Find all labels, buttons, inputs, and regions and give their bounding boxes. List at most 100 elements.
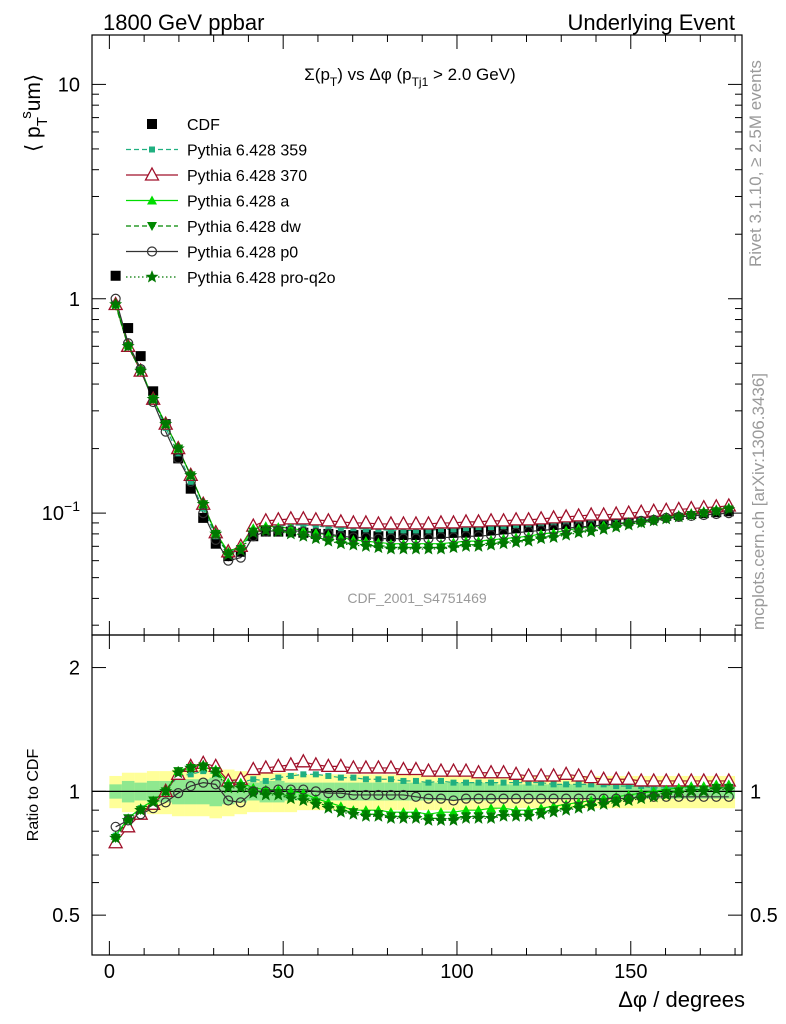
ratio-point-370: [395, 761, 412, 776]
point-359: [300, 522, 307, 529]
cdf-point: [410, 530, 421, 541]
ratio-point-pro-q2o: [622, 793, 636, 807]
point-370: [358, 514, 374, 529]
point-370: [520, 511, 537, 526]
point-pro-q2o: [684, 508, 698, 521]
point-370: [621, 504, 637, 519]
ratio-point-pro-q2o: [559, 803, 573, 816]
watermark: CDF_2001_S4751469: [347, 590, 487, 606]
legend-label: Pythia 6.428 p0: [187, 245, 298, 262]
point-370: [370, 515, 387, 530]
ratio-point-359: [550, 781, 557, 788]
ratio-point-pro-q2o: [434, 813, 448, 826]
ratio-point-359: [312, 771, 319, 778]
ratio-axes: 0.5 1 2 0.5 1 0 50 100 150: [52, 635, 778, 983]
ratio-point-370: [258, 759, 274, 774]
point-pro-q2o: [234, 543, 248, 556]
point-pro-q2o: [647, 514, 661, 527]
ratio-point-359: [513, 779, 520, 786]
ratio-point-370: [508, 765, 524, 780]
ratio-point-370: [445, 762, 462, 777]
ratio-point-pro-q2o: [159, 784, 173, 797]
ratio-point-pro-q2o: [472, 811, 486, 824]
ratio-point-pro-q2o: [647, 789, 661, 803]
legend-marker: [144, 166, 160, 181]
ratio-point-370: [470, 764, 487, 779]
point-pro-q2o: [271, 524, 285, 538]
ratio-point-pro-q2o: [722, 782, 736, 796]
cdf-point: [435, 528, 446, 539]
ratio-point-pro-q2o: [522, 809, 536, 822]
mcplots-label: mcplots.cern.ch [arXiv:1306.3436]: [749, 373, 768, 630]
point-370: [458, 513, 474, 528]
header-left: 1800 GeV ppbar: [103, 10, 264, 35]
point-pro-q2o: [121, 339, 135, 352]
ratio-point-370: [308, 756, 324, 771]
point-pro-q2o: [209, 527, 223, 540]
cdf-point: [123, 323, 134, 334]
ratio-point-p0: [198, 777, 209, 788]
point-pro-q2o: [547, 530, 561, 543]
legend-label: Pythia 6.428 dw: [187, 219, 301, 236]
legend-label: Pythia 6.428 pro-q2o: [187, 270, 336, 287]
series-line-pro-q2o: [115, 304, 729, 556]
ratio-point-pro-q2o: [547, 805, 561, 818]
point-370: [533, 510, 549, 525]
ratio-point-pro-q2o: [121, 813, 135, 826]
legend-label: Pythia 6.428 359: [187, 143, 307, 160]
ratio-y-tick-label-right: 1: [750, 781, 761, 803]
ratio-point-pro-q2o: [146, 795, 160, 808]
ratio-point-370: [333, 758, 349, 773]
legend-item: Pythia 6.428 a: [126, 194, 289, 211]
point-pro-q2o: [434, 542, 448, 555]
point-pro-q2o: [134, 364, 148, 377]
point-pro-q2o: [109, 297, 123, 311]
ratio-point-359: [350, 774, 357, 781]
ratio-point-pro-q2o: [697, 784, 711, 797]
ratio-point-a: [486, 803, 497, 813]
point-359: [488, 524, 495, 531]
ratio-point-pro-q2o: [309, 797, 323, 810]
point-370: [596, 506, 612, 521]
ratio-point-pro-q2o: [271, 788, 285, 801]
legend-item: Pythia 6.428 pro-q2o: [126, 270, 336, 287]
ratio-point-p0: [510, 793, 522, 804]
ratio-point-p0: [173, 788, 184, 799]
x-tick-label: 0: [104, 961, 115, 983]
ratio-panel: 0.5 1 2 0.5 1 0 50 100 150 Ratio to CDF: [25, 634, 778, 983]
point-pro-q2o: [597, 522, 611, 535]
point-370: [558, 508, 574, 523]
ratio-point-370: [383, 759, 399, 774]
ratio-frame: [91, 634, 743, 956]
ratio-point-370: [546, 767, 562, 782]
ratio-point-pro-q2o: [234, 781, 248, 794]
point-pro-q2o: [396, 542, 410, 555]
cdf-point: [373, 531, 384, 542]
ratio-point-pro-q2o: [534, 807, 548, 820]
legend-item: Pythia 6.428 dw: [126, 219, 301, 236]
point-370: [470, 513, 487, 528]
ratio-point-359: [425, 779, 432, 786]
point-pro-q2o: [609, 520, 623, 533]
point-370: [420, 515, 437, 530]
point-359: [387, 527, 394, 534]
x-tick-label: 150: [614, 961, 647, 983]
ratio-point-370: [458, 762, 474, 777]
point-370: [395, 515, 412, 530]
ratio-point-a: [473, 805, 484, 815]
ratio-point-pro-q2o: [459, 811, 473, 824]
ratio-point-370: [495, 764, 512, 779]
point-p0: [173, 453, 184, 464]
ratio-point-p0: [535, 793, 547, 804]
ratio-point-pro-q2o: [509, 809, 523, 822]
ratio-point-pro-q2o: [134, 803, 148, 816]
ratio-point-370: [633, 772, 649, 787]
ratio-point-p0: [448, 795, 459, 806]
ratio-point-pro-q2o: [396, 811, 410, 824]
point-359: [187, 478, 194, 485]
ratio-point-359: [463, 779, 470, 786]
ratio-point-pro-q2o: [184, 761, 198, 774]
point-pro-q2o: [497, 536, 511, 550]
point-pro-q2o: [534, 531, 548, 545]
ratio-point-p0: [223, 795, 234, 806]
